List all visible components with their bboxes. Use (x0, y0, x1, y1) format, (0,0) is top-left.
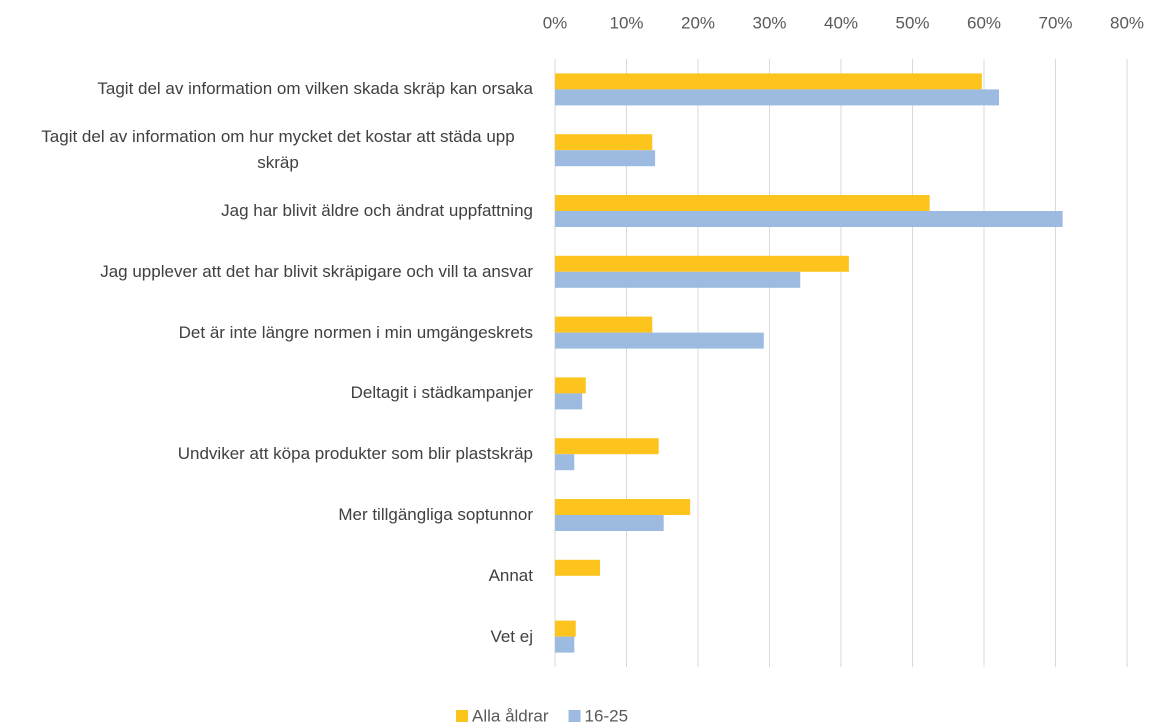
bar (555, 393, 583, 410)
x-tick-label: 10% (609, 13, 643, 32)
bar (555, 515, 664, 531)
x-tick-label: 20% (681, 13, 715, 32)
bar (555, 454, 575, 471)
bar (555, 316, 653, 333)
bar (555, 332, 764, 349)
category-text: Jag har blivit äldre och ändrat uppfattn… (221, 201, 533, 220)
bar (555, 134, 653, 151)
x-tick-label: 60% (967, 13, 1001, 32)
category-text: Undviker att köpa produkter som blir pla… (177, 444, 533, 464)
category-label: Tagit del av information om hur mycket d… (0, 124, 533, 176)
bar (555, 438, 659, 455)
category-text: Vet ej (490, 626, 533, 646)
category-label: Mer tillgängliga soptunnor (0, 502, 533, 528)
bar (555, 559, 601, 576)
category-label: Det är inte längre normen i min umgänges… (0, 320, 533, 346)
bar (555, 211, 1063, 227)
legend-label: 16-25 (585, 706, 628, 725)
legend-swatch (456, 710, 468, 722)
category-text: Det är inte längre normen i min umgänges… (178, 322, 533, 342)
x-tick-label: 0% (543, 13, 568, 32)
x-tick-label: 40% (824, 13, 858, 32)
category-text: Mer tillgängliga soptunnor (338, 505, 533, 524)
bar (555, 73, 982, 90)
category-label: Undviker att köpa produkter som blir pla… (0, 441, 533, 467)
category-label: Tagit del av information om vilken skada… (0, 76, 533, 102)
bar (555, 89, 1000, 106)
category-label: Jag har blivit äldre och ändrat uppfattn… (0, 198, 533, 224)
bar (555, 150, 656, 167)
bar (555, 620, 576, 637)
category-text: Jag upplever att det har blivit skräpiga… (100, 261, 533, 281)
category-label: Annat (0, 563, 533, 589)
x-tick-label: 30% (752, 13, 786, 32)
x-tick-label: 70% (1038, 13, 1072, 32)
category-text: Deltagit i städkampanjer (350, 383, 533, 403)
category-label: Deltagit i städkampanjer (0, 380, 533, 406)
bar (555, 195, 930, 211)
category-text: Annat (488, 565, 533, 585)
bar (555, 255, 849, 272)
x-tick-label: 50% (895, 13, 929, 32)
category-label: Vet ej (0, 624, 533, 650)
bar (555, 499, 691, 515)
bar (555, 271, 801, 288)
category-label: Jag upplever att det har blivit skräpiga… (0, 259, 533, 285)
legend-swatch (568, 710, 581, 722)
category-text: Tagit del av information om hur mycket d… (41, 127, 515, 173)
bar (555, 636, 575, 653)
category-text: Tagit del av information om vilken skada… (97, 79, 533, 99)
x-tick-label: 80% (1110, 13, 1144, 32)
bar (555, 377, 586, 394)
legend-label: Alla åldrar (472, 706, 549, 725)
